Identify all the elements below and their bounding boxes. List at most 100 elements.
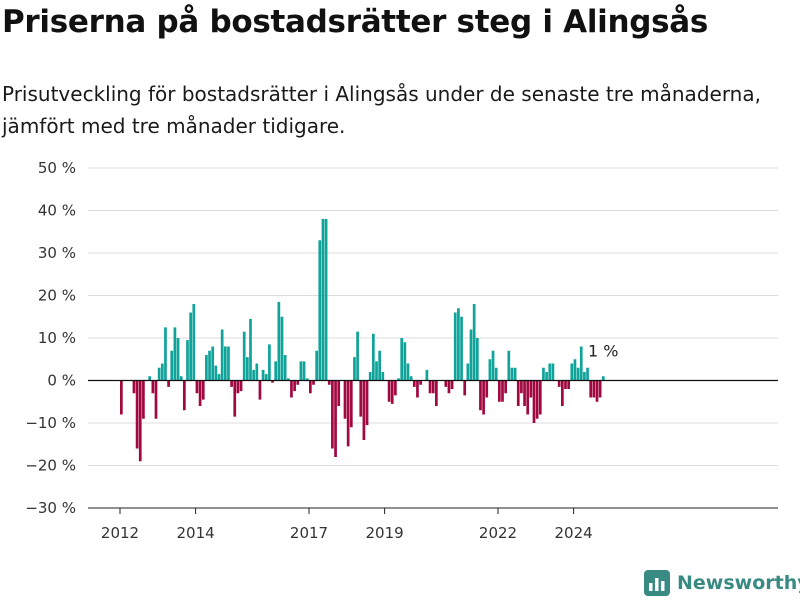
y-tick-label: 0 % xyxy=(47,372,76,390)
bar xyxy=(120,380,123,415)
bar xyxy=(239,380,243,392)
bar xyxy=(309,380,312,394)
bar xyxy=(548,363,552,381)
bar xyxy=(589,380,593,398)
bar xyxy=(378,350,381,381)
bar xyxy=(526,380,530,415)
x-tick-label: 2012 xyxy=(101,524,139,542)
bar xyxy=(176,338,180,381)
bar xyxy=(271,380,274,383)
y-tick-label: 40 % xyxy=(38,202,76,220)
bar xyxy=(160,363,164,381)
bar xyxy=(586,367,589,381)
bar xyxy=(264,374,268,381)
bar xyxy=(457,308,460,381)
bar xyxy=(167,380,170,387)
bar xyxy=(293,380,296,392)
annotations: 1 % xyxy=(588,341,618,360)
bar xyxy=(583,372,586,381)
bar xyxy=(356,331,359,381)
bar xyxy=(485,380,489,398)
bar xyxy=(463,380,467,396)
bar xyxy=(567,380,570,389)
bar xyxy=(255,363,259,381)
bar xyxy=(510,367,514,381)
bar xyxy=(425,369,429,381)
bar xyxy=(450,380,454,389)
last-value-annotation: 1 % xyxy=(588,341,618,360)
bar xyxy=(368,372,372,381)
bar xyxy=(579,346,583,381)
bar xyxy=(261,369,265,381)
y-tick-label: 20 % xyxy=(38,287,76,305)
bar xyxy=(491,350,495,381)
bar xyxy=(164,327,167,381)
bar xyxy=(324,219,328,381)
bar xyxy=(205,355,208,381)
x-axis: 2012 2014 2017 2019 2022 2024 xyxy=(88,379,778,542)
bar xyxy=(154,380,158,419)
bar xyxy=(460,316,463,381)
bar xyxy=(331,380,334,449)
bar xyxy=(268,344,271,381)
bar xyxy=(482,380,485,415)
bar xyxy=(359,380,363,417)
x-tick-label: 2024 xyxy=(555,524,593,542)
bar xyxy=(595,380,599,402)
bar xyxy=(286,378,290,381)
bar xyxy=(507,350,511,381)
y-tick-label: −20 % xyxy=(25,457,76,475)
bar xyxy=(246,357,249,381)
bar xyxy=(466,363,470,381)
x-tick-label: 2017 xyxy=(290,524,328,542)
bar xyxy=(592,380,596,398)
bar xyxy=(409,376,413,381)
bar xyxy=(186,340,189,381)
bar xyxy=(337,380,341,406)
bar xyxy=(170,350,174,381)
bar xyxy=(542,367,545,381)
bar xyxy=(214,365,218,381)
y-tick-label: 10 % xyxy=(38,329,76,347)
bar xyxy=(312,380,315,385)
x-tick-label: 2014 xyxy=(177,524,215,542)
bar xyxy=(390,380,394,404)
bar xyxy=(573,359,577,381)
bar xyxy=(428,380,432,394)
bar xyxy=(183,380,186,411)
chart-title: Priserna på bostadsrätter steg i Alingså… xyxy=(2,4,709,40)
bar xyxy=(372,333,375,381)
bar xyxy=(242,331,246,381)
bar xyxy=(192,304,196,381)
brand-name: Newsworthy xyxy=(677,572,800,594)
bar xyxy=(551,363,555,381)
y-tick-label: −10 % xyxy=(25,414,76,432)
bar xyxy=(346,380,350,447)
bar xyxy=(475,338,479,381)
bar xyxy=(157,367,161,381)
bar xyxy=(488,359,492,381)
bar xyxy=(211,346,215,381)
chart-subtitle: Prisutveckling för bostadsrätter i Aling… xyxy=(2,82,761,138)
bar xyxy=(179,376,183,381)
bar xyxy=(327,380,331,385)
bar xyxy=(198,380,202,406)
bar xyxy=(394,380,397,396)
brand-logo[interactable]: Newsworthy xyxy=(644,568,800,598)
bar xyxy=(318,240,322,381)
bar xyxy=(151,380,155,394)
bar xyxy=(362,380,366,440)
bar xyxy=(283,355,287,381)
bar xyxy=(201,380,205,400)
bar xyxy=(220,329,224,381)
bar xyxy=(148,376,152,381)
bar-chart-logo-icon xyxy=(644,570,670,596)
bar xyxy=(412,380,416,387)
bar xyxy=(598,380,602,398)
bar xyxy=(280,316,284,381)
bar xyxy=(365,380,369,426)
bar xyxy=(290,380,293,398)
bar xyxy=(334,380,337,457)
bar xyxy=(516,380,520,406)
